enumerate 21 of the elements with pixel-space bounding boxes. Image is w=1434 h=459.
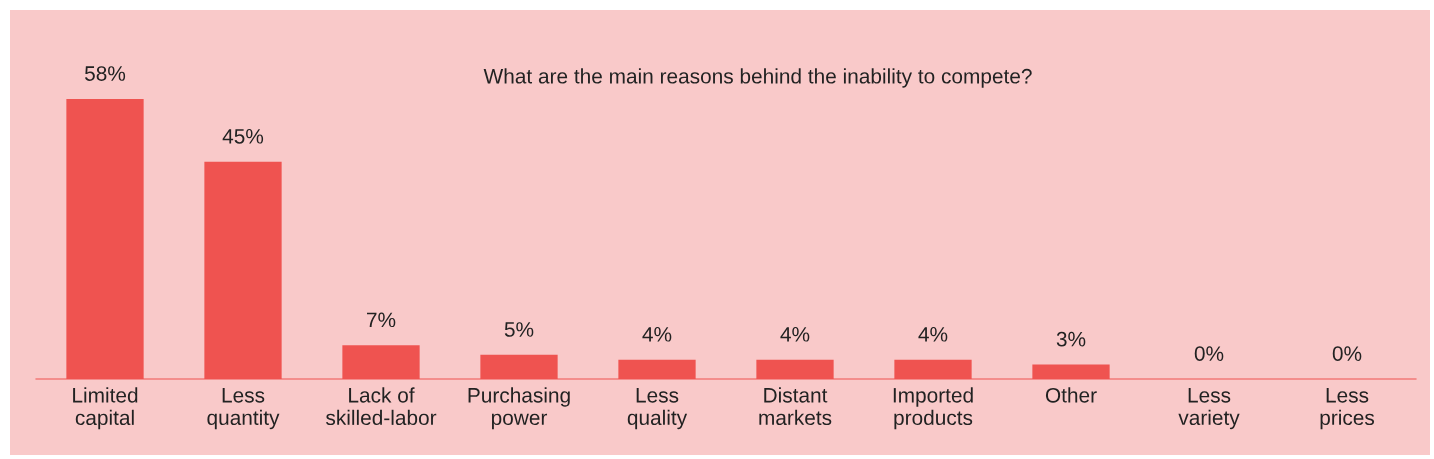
data-label: 0% [1332, 346, 1362, 361]
x-tick-label: Purchasing power [468, 387, 570, 430]
x-tick-label: Imported products [893, 387, 973, 430]
x-tick-label: Less quantity [207, 388, 280, 430]
x-tick-label: Other [1045, 387, 1097, 403]
data-label: 4% [780, 327, 810, 342]
data-label: 4% [642, 327, 672, 342]
x-tick-label: Limited capital [73, 387, 138, 430]
x-tick-label: Less variety [1178, 388, 1240, 430]
chart-title: What are the main reasons behind the inability to compete? [483, 68, 1032, 88]
x-tick-label: Distant markets [759, 387, 832, 426]
data-label: 3% [1056, 331, 1086, 347]
x-tick-label: Less prices [1320, 388, 1375, 430]
data-label: 58% [84, 66, 126, 81]
x-tick-label: Lack of skilled-labor [326, 387, 437, 426]
data-label: 4% [918, 327, 948, 342]
data-label: 7% [367, 312, 396, 328]
x-tick-label: Less quality [627, 388, 688, 430]
data-label: 0% [1194, 346, 1224, 361]
data-label: 5% [504, 322, 534, 337]
data-label: 45% [222, 129, 264, 144]
